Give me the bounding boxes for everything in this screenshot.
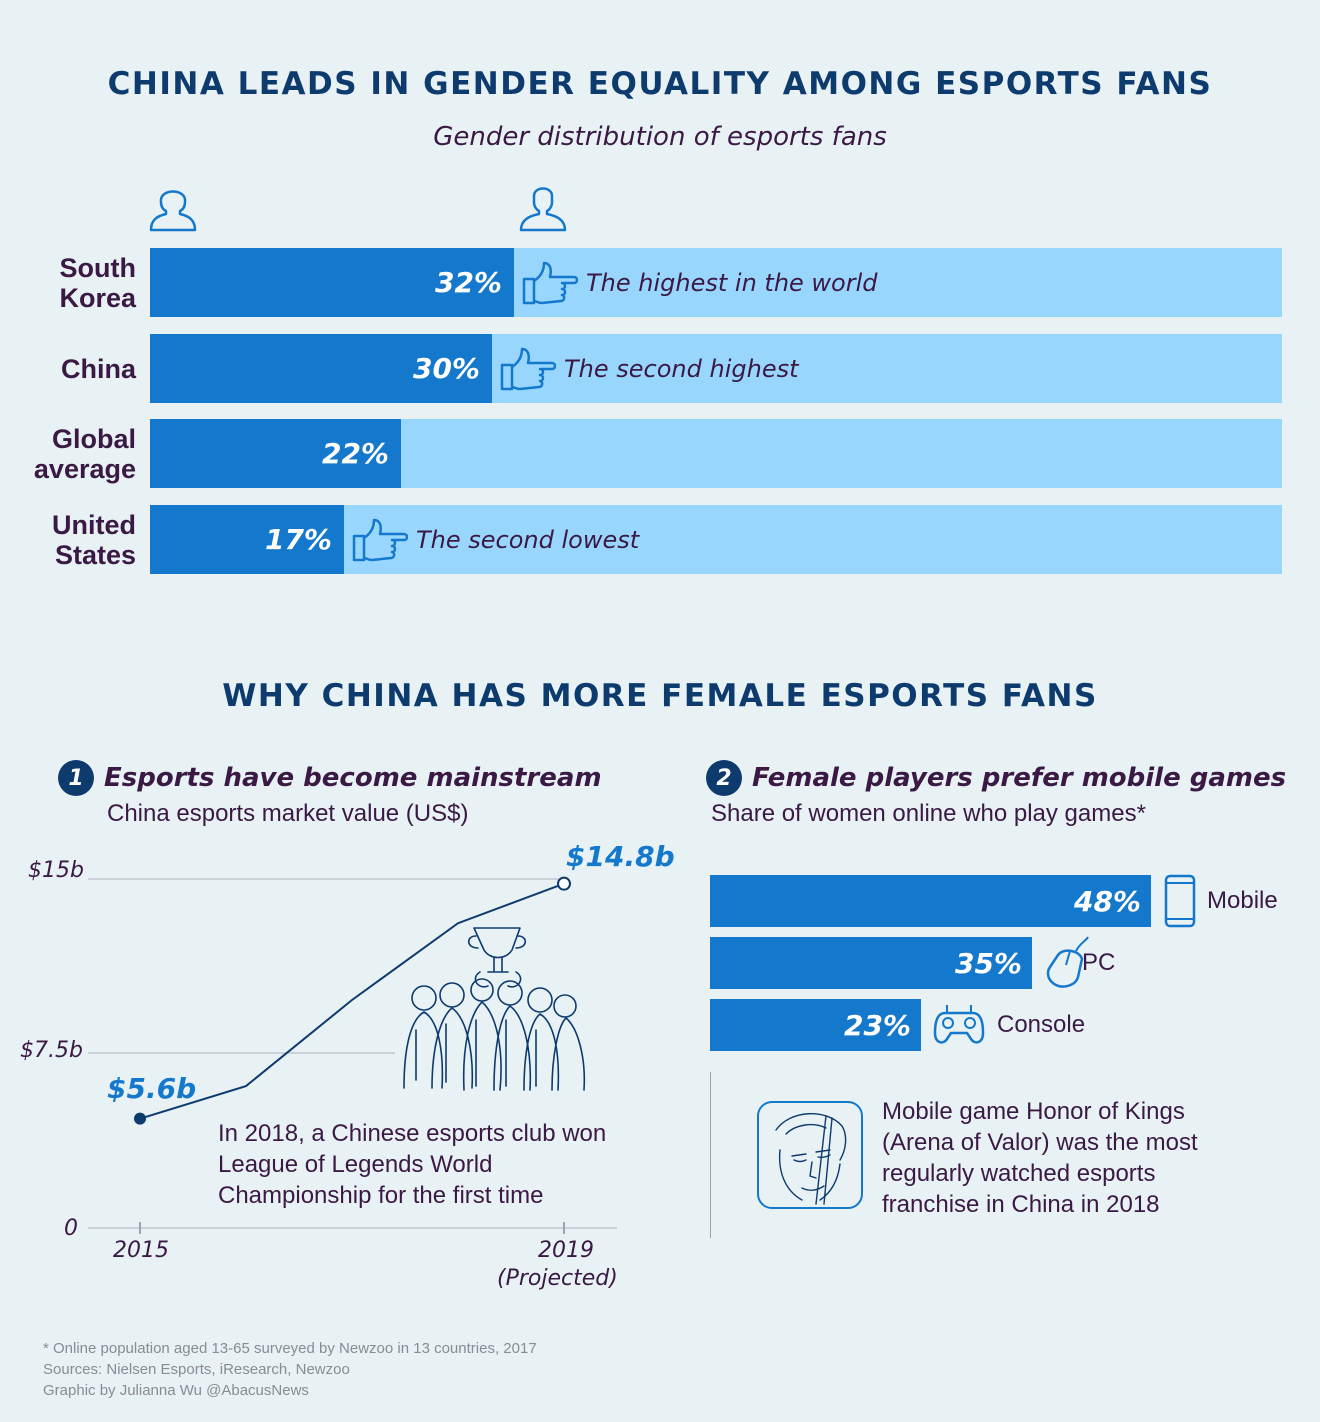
annotation-line: Championship for the first time (218, 1182, 544, 1209)
note-line: franchise in China in 2018 (882, 1191, 1160, 1218)
footnote: * Online population aged 13-65 surveyed … (43, 1340, 537, 1357)
market-subheading: China esports market value (US$) (107, 800, 469, 827)
market-heading: 1 Esports have become mainstream (58, 760, 602, 796)
end-point (557, 876, 571, 891)
note-line: Mobile game Honor of Kings (882, 1098, 1185, 1125)
platform-bar: 48% (710, 875, 1151, 927)
country-label-line: China (60, 353, 136, 384)
mobile-subheading: Share of women online who play games* (711, 800, 1146, 827)
female-share-label: 22% (321, 437, 389, 470)
male-share-bar: 22% (150, 419, 1282, 488)
honor-of-kings-app-icon (757, 1101, 863, 1209)
number-badge: 1 (58, 760, 94, 796)
male-share-bar: 30% The second highest (150, 334, 1282, 403)
pointing-hand-icon (522, 261, 578, 304)
country-label-line: South (59, 252, 136, 283)
note-line: (Arena of Valor) was the most (882, 1129, 1198, 1156)
trophy-team-illustration (403, 927, 586, 1091)
female-share-label: 32% (434, 266, 502, 299)
rank-note: The second highest (498, 334, 799, 403)
male-person-icon (519, 187, 567, 232)
worlds-annotation: In 2018, a Chinese esports club won Leag… (218, 1118, 606, 1211)
market-line-chart (88, 876, 617, 1234)
female-share-bar: 17% (150, 505, 344, 574)
female-share-label: 30% (412, 352, 480, 385)
x-tick-label: 2015 (113, 1238, 169, 1263)
section-title: WHY CHINA HAS MORE FEMALE ESPORTS FANS (222, 678, 1098, 714)
gamepad-icon (933, 1005, 985, 1044)
rank-note-text: The second highest (564, 354, 799, 383)
country-label-line: United (52, 509, 136, 540)
platform-bar: 35% (710, 937, 1032, 989)
country-label: United States (0, 505, 136, 574)
credit: Graphic by Julianna Wu @AbacusNews (43, 1382, 309, 1399)
note-line: regularly watched esports (882, 1160, 1156, 1187)
platform-name: PC (1082, 949, 1116, 976)
number-badge: 2 (706, 760, 742, 796)
pointing-hand-icon (352, 518, 408, 561)
main-title: CHINA LEADS IN GENDER EQUALITY AMONG ESP… (107, 66, 1213, 102)
female-share-bar: 32% (150, 248, 514, 317)
country-label-line: average (33, 453, 136, 484)
x-tick-sublabel: (Projected) (497, 1266, 618, 1291)
female-share-bar: 30% (150, 334, 492, 403)
mobile-heading: 2 Female players prefer mobile games (706, 760, 1286, 796)
divider (710, 1072, 711, 1238)
platform-bar: 23% (710, 999, 921, 1051)
market-heading-text: Esports have become mainstream (104, 763, 602, 793)
smartphone-icon (1164, 874, 1196, 928)
country-label: China (0, 334, 136, 403)
mouse-icon (1046, 936, 1089, 988)
female-share-bar: 22% (150, 419, 401, 488)
male-share-bar: 17% The second lowest (150, 505, 1282, 574)
footnotes: * Online population aged 13-65 surveyed … (43, 1338, 537, 1401)
country-label-line: Korea (59, 282, 136, 313)
y-tick-label: 0 (64, 1216, 78, 1241)
market-value-line (139, 882, 565, 1120)
pointing-hand-icon (500, 347, 556, 390)
start-value-label: $5.6b (107, 1072, 197, 1105)
x-tick-label: 2019 (538, 1238, 594, 1263)
mobile-heading-text: Female players prefer mobile games (752, 763, 1287, 793)
platform-name: Mobile (1207, 887, 1278, 914)
platform-share-label: 48% (1073, 884, 1141, 918)
female-share-label: 17% (264, 523, 332, 556)
male-share-bar: 32% The highest in the world (150, 248, 1282, 317)
y-tick-label: $15b (28, 858, 84, 883)
rank-note: The second lowest (350, 505, 639, 574)
platform-share-label: 23% (843, 1008, 911, 1042)
country-label: Global average (0, 419, 136, 488)
platform-share-label: 35% (954, 946, 1022, 980)
annotation-line: In 2018, a Chinese esports club won (218, 1120, 607, 1147)
y-tick-label: $7.5b (20, 1038, 83, 1063)
country-label-line: States (54, 539, 136, 570)
rank-note: The highest in the world (520, 248, 878, 317)
rank-note-text: The second lowest (416, 525, 640, 554)
country-label: South Korea (0, 248, 136, 317)
rank-note-text: The highest in the world (586, 268, 878, 297)
chart-subtitle: Gender distribution of esports fans (433, 122, 887, 152)
platform-name: Console (997, 1011, 1086, 1038)
honor-of-kings-note: Mobile game Honor of Kings (Arena of Val… (882, 1096, 1198, 1220)
female-person-icon (149, 190, 197, 232)
country-label-line: Global (51, 423, 136, 454)
start-point (134, 1112, 146, 1125)
sources: Sources: Nielsen Esports, iResearch, New… (43, 1361, 350, 1378)
annotation-line: League of Legends World (218, 1151, 493, 1178)
end-value-label: $14.8b (566, 840, 675, 873)
